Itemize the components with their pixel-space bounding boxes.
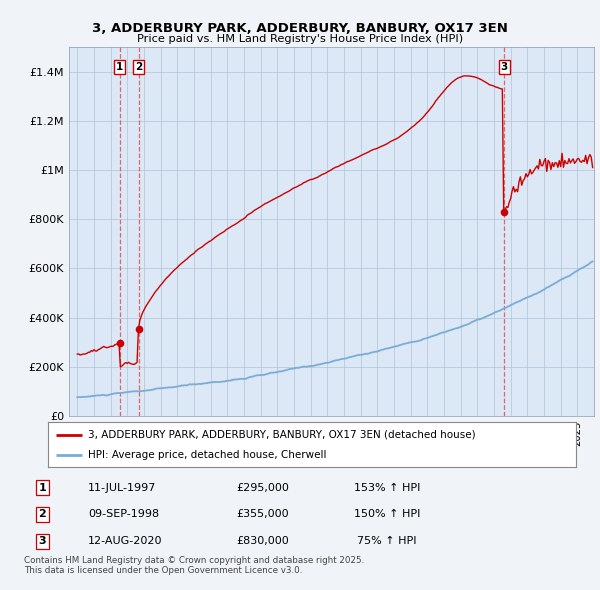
Text: 3, ADDERBURY PARK, ADDERBURY, BANBURY, OX17 3EN: 3, ADDERBURY PARK, ADDERBURY, BANBURY, O… (92, 22, 508, 35)
Text: £295,000: £295,000 (236, 483, 289, 493)
Text: 1: 1 (38, 483, 46, 493)
Text: 12-AUG-2020: 12-AUG-2020 (88, 536, 163, 546)
Text: 3, ADDERBURY PARK, ADDERBURY, BANBURY, OX17 3EN (detached house): 3, ADDERBURY PARK, ADDERBURY, BANBURY, O… (88, 430, 475, 440)
Text: Contains HM Land Registry data © Crown copyright and database right 2025.: Contains HM Land Registry data © Crown c… (24, 556, 364, 565)
Text: This data is licensed under the Open Government Licence v3.0.: This data is licensed under the Open Gov… (24, 566, 302, 575)
Text: £830,000: £830,000 (236, 536, 289, 546)
Text: 2: 2 (38, 509, 46, 519)
Text: 153% ↑ HPI: 153% ↑ HPI (353, 483, 420, 493)
Text: 11-JUL-1997: 11-JUL-1997 (88, 483, 157, 493)
Text: £355,000: £355,000 (236, 509, 289, 519)
Text: 1: 1 (116, 62, 123, 72)
Text: HPI: Average price, detached house, Cherwell: HPI: Average price, detached house, Cher… (88, 451, 326, 460)
Text: 75% ↑ HPI: 75% ↑ HPI (357, 536, 416, 546)
Text: Price paid vs. HM Land Registry's House Price Index (HPI): Price paid vs. HM Land Registry's House … (137, 34, 463, 44)
Text: 09-SEP-1998: 09-SEP-1998 (88, 509, 159, 519)
Text: 2: 2 (135, 62, 142, 72)
Text: 3: 3 (38, 536, 46, 546)
Text: 3: 3 (500, 62, 508, 72)
Text: 150% ↑ HPI: 150% ↑ HPI (353, 509, 420, 519)
